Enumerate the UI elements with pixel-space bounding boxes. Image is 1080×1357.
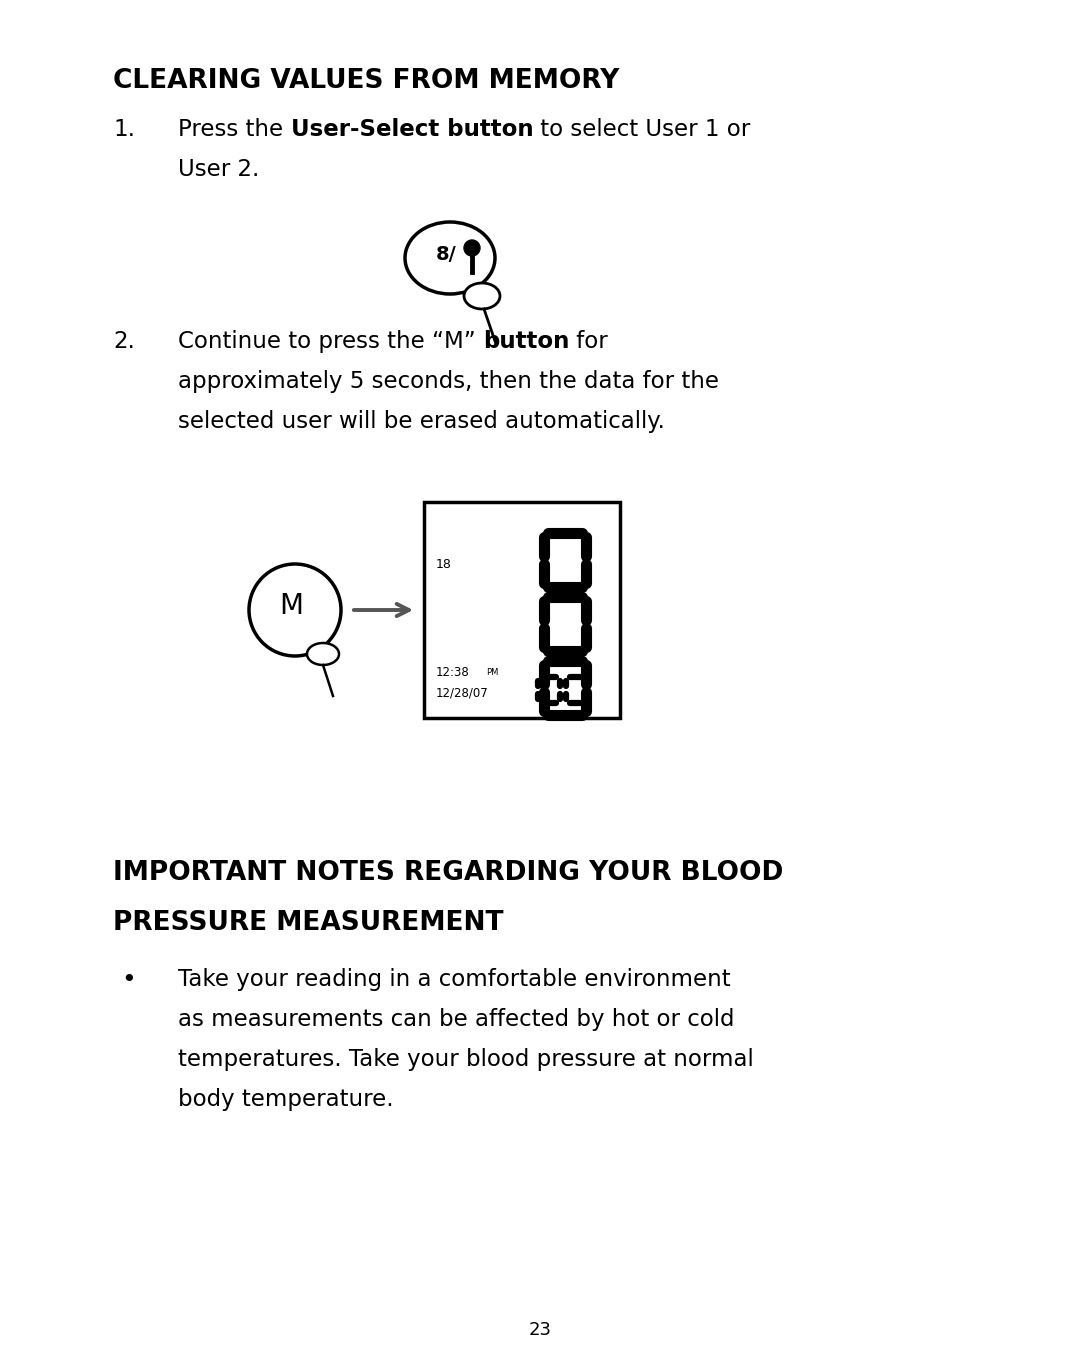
Text: selected user will be erased automatically.: selected user will be erased automatical… — [178, 410, 665, 433]
Text: Continue to press the “M”: Continue to press the “M” — [178, 330, 483, 353]
Text: M: M — [279, 592, 303, 620]
Text: User 2.: User 2. — [178, 157, 259, 180]
Text: 1.: 1. — [113, 118, 135, 141]
Text: button: button — [483, 330, 569, 353]
Text: PRESSURE MEASUREMENT: PRESSURE MEASUREMENT — [113, 911, 504, 936]
Text: 12/28/07: 12/28/07 — [436, 687, 489, 699]
Text: temperatures. Take your blood pressure at normal: temperatures. Take your blood pressure a… — [178, 1048, 754, 1071]
Text: Press the: Press the — [178, 118, 291, 141]
Text: as measurements can be affected by hot or cold: as measurements can be affected by hot o… — [178, 1008, 734, 1031]
Text: 23: 23 — [528, 1320, 552, 1339]
Text: IMPORTANT NOTES REGARDING YOUR BLOOD: IMPORTANT NOTES REGARDING YOUR BLOOD — [113, 860, 784, 886]
Text: User-Select button: User-Select button — [291, 118, 534, 141]
Text: PM: PM — [486, 668, 498, 677]
Text: 18: 18 — [436, 558, 451, 571]
Text: CLEARING VALUES FROM MEMORY: CLEARING VALUES FROM MEMORY — [113, 68, 620, 94]
Text: to select User 1 or: to select User 1 or — [534, 118, 751, 141]
Circle shape — [464, 240, 480, 256]
Text: for: for — [569, 330, 608, 353]
Text: body temperature.: body temperature. — [178, 1088, 394, 1111]
Text: 12:38: 12:38 — [436, 666, 470, 678]
Text: 2.: 2. — [113, 330, 135, 353]
Text: Take your reading in a comfortable environment: Take your reading in a comfortable envir… — [178, 968, 731, 991]
Text: approximately 5 seconds, then the data for the: approximately 5 seconds, then the data f… — [178, 370, 719, 394]
Ellipse shape — [464, 284, 500, 309]
Text: 8/: 8/ — [436, 244, 457, 263]
Text: •: • — [121, 968, 136, 992]
Ellipse shape — [307, 643, 339, 665]
FancyBboxPatch shape — [424, 502, 620, 718]
